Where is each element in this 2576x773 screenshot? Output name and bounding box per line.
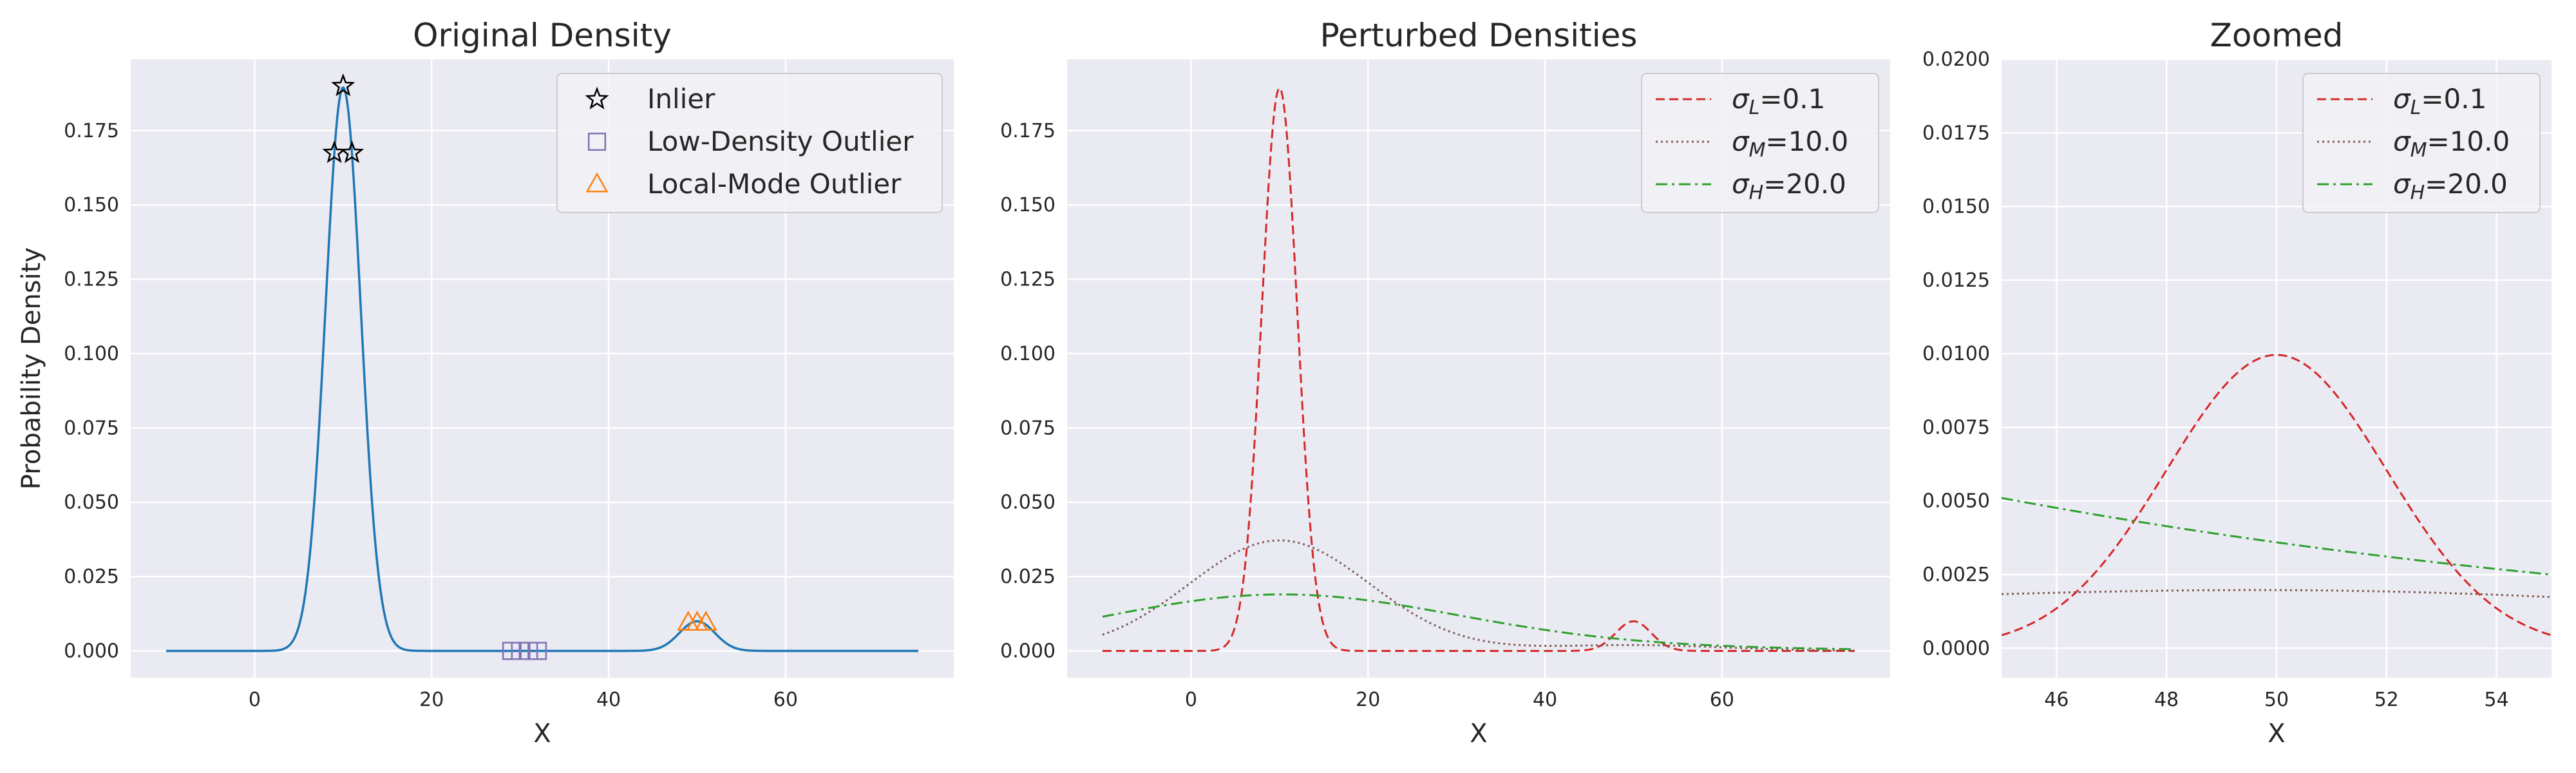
inlier-marker [339,140,365,164]
y-tick-label: 0.075 [64,417,119,439]
y-tick-label: 0.125 [64,269,119,291]
x-tick-label: 48 [2154,689,2179,711]
y-tick-label: 0.150 [1000,194,1056,216]
legend: σL=0.1 σM=10.0 σH=20.0 [1641,73,1879,213]
x-tick-label: 0 [249,689,261,711]
y-axis-label: Probability Density [17,247,46,490]
legend-label: σL=0.1 [1732,83,1825,119]
legend-label: σM=10.0 [2393,126,2510,162]
series-layer [2002,354,2552,636]
legend: σL=0.1 σM=10.0 σH=20.0 [2302,73,2541,213]
panel-original-density: Original Density 0 20 40 60 0.000 0.025 0.050… [17,17,954,749]
series-layer [166,86,919,653]
legend-low-density-outlier-marker [587,132,607,151]
legend-box [2302,73,2541,213]
series-sigma-l-line [1102,87,1855,652]
y-tick-label: 0.0150 [1922,196,1990,218]
x-tick-label: 40 [1533,689,1557,711]
x-tick-label: 50 [2264,689,2289,711]
x-tick-labels: 46 48 50 52 54 [2044,689,2508,711]
y-tick-label: 0.050 [1000,491,1056,514]
x-tick-label: 40 [596,689,621,711]
y-tick-label: 0.100 [64,343,119,365]
series-sigma-m-line [1102,539,1855,652]
y-tick-label: 0.150 [64,194,119,216]
y-tick-label: 0.000 [1000,640,1056,662]
panel-title: Perturbed Densities [1320,17,1638,54]
inlier-marker [331,73,355,97]
panel-perturbed-densities: Perturbed Densities 0 20 40 60 0.0000.0250.… [1000,17,1890,749]
x-tick-label: 46 [2044,689,2069,711]
x-tick-label: 20 [419,689,444,711]
legend-box [1641,73,1879,213]
y-tick-label: 0.125 [1000,269,1056,291]
legend-label: Inlier [647,83,715,115]
legend-label: σL=0.1 [2393,83,2486,119]
y-tick-label: 0.000 [64,640,119,662]
series-layer [1102,87,1855,652]
low-density-outlier-marker [529,642,547,660]
marker-layer [322,73,717,660]
legend-inlier-marker [585,86,609,110]
y-tick-label: 0.075 [1000,417,1056,439]
y-tick-label: 0.0025 [1922,564,1990,586]
local-mode-outlier-marker [694,611,717,631]
x-tick-label: 0 [1185,689,1197,711]
legend: Inlier Low-Density Outlier Local-Mode Outl… [556,73,943,213]
x-tick-label: 60 [773,689,798,711]
y-tick-labels: 0.0000 0.0025 0.0050 0.0075 0.0100 0.0125 0.01… [1922,48,1990,660]
legend-label: σH=20.0 [2393,168,2508,204]
legend-local-mode-outlier-marker [585,172,609,193]
series-sigma-h-line [2002,497,2552,576]
y-tick-label: 0.0000 [1922,637,1990,660]
panel-title: Zoomed [2210,17,2344,54]
y-tick-label: 0.025 [64,566,119,588]
legend-label: Local-Mode Outlier [647,168,902,200]
series-sigma-h-line [1102,593,1855,651]
x-tick-label: 20 [1356,689,1380,711]
legend-label: σM=10.0 [1732,126,1848,162]
y-tick-label: 0.0125 [1922,269,1990,292]
y-tick-label: 0.100 [1000,343,1056,365]
x-tick-labels: 0 20 40 60 [249,689,798,711]
y-tick-label: 0.0075 [1922,416,1990,439]
panel-title: Original Density [413,17,672,54]
x-tick-label: 60 [1710,689,1734,711]
y-tick-label: 0.0200 [1922,48,1990,71]
y-tick-labels: 0.000 0.025 0.050 0.075 0.100 0.125 0.150 0.175 [64,120,119,663]
legend-box [556,73,943,213]
x-axis-label: X [533,719,551,749]
x-tick-label: 52 [2374,689,2399,711]
x-tick-labels: 0 20 40 60 [1185,689,1734,711]
y-tick-label: 0.175 [64,120,119,142]
panel-zoomed: Zoomed 46 48 50 52 54 0.00000.00250.00500.00… [1922,17,2552,749]
x-axis-label: X [1470,719,1487,749]
y-tick-label: 0.0100 [1922,343,1990,365]
legend-label: Low-Density Outlier [647,126,914,157]
legend-label: σH=20.0 [1732,168,1846,204]
y-tick-label: 0.175 [1000,120,1056,142]
y-tick-label: 0.0175 [1922,122,1990,144]
y-tick-labels: 0.000 0.025 0.050 0.075 0.100 0.125 0.150 0.175 [1000,120,1056,663]
y-tick-label: 0.050 [64,491,119,514]
density-curve [166,86,919,653]
y-tick-label: 0.025 [1000,566,1056,588]
x-axis-label: X [2268,719,2285,749]
y-tick-label: 0.0050 [1922,490,1990,513]
x-tick-label: 54 [2485,689,2509,711]
series-sigma-l-line [2002,354,2552,636]
